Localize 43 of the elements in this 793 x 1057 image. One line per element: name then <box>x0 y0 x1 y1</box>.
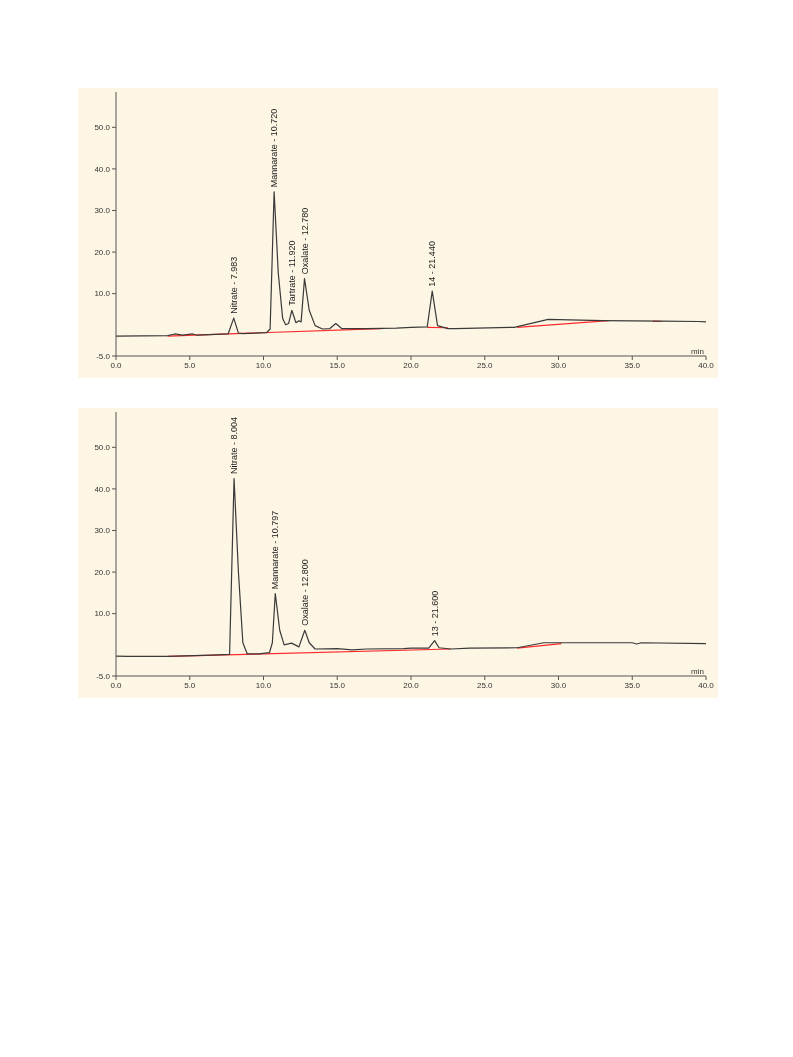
y-tick-label: 50.0 <box>94 123 111 133</box>
y-tick-label: 40.0 <box>94 484 111 494</box>
y-tick-label: -5.0 <box>96 351 111 361</box>
x-tick-label: 30.0 <box>550 360 567 370</box>
x-tick-label: 30.0 <box>550 680 567 690</box>
y-tick-label: 50.0 <box>94 443 111 453</box>
y-tick-label: 30.0 <box>94 206 111 216</box>
x-tick-label: 10.0 <box>255 680 272 690</box>
x-axis-title: min <box>691 667 704 676</box>
annotation: Nitrate - 7.983 <box>228 256 239 314</box>
annotation: Oxalate - 12.780 <box>299 207 310 275</box>
x-tick-label: 5.0 <box>184 680 196 690</box>
y-tick-label: 20.0 <box>94 247 111 257</box>
annotation: 14 - 21.440 <box>427 241 438 287</box>
y-tick-label: 10.0 <box>94 289 111 299</box>
x-tick-label: 15.0 <box>329 360 346 370</box>
x-tick-label: 15.0 <box>329 680 346 690</box>
x-tick-label: 5.0 <box>184 360 196 370</box>
x-tick-label: 40.0 <box>698 680 715 690</box>
x-axis-title: min <box>691 347 704 356</box>
line-series <box>116 191 706 337</box>
line-series <box>116 477 706 658</box>
x-tick-label: 20.0 <box>403 680 420 690</box>
x-tick-label: 10.0 <box>255 360 272 370</box>
x-tick-label: 40.0 <box>698 360 715 370</box>
y-tick-label: 30.0 <box>94 526 111 536</box>
x-tick-label: 25.0 <box>476 680 494 690</box>
annotation: Oxalate - 12.800 <box>299 559 310 626</box>
y-tick-label: 40.0 <box>94 164 111 174</box>
annotation: 13 - 21.600 <box>429 590 440 637</box>
annotation: Tartrate - 11.920 <box>286 240 297 306</box>
annotation: Mannarate - 10.797 <box>270 510 281 590</box>
y-tick-label: 10.0 <box>94 609 111 619</box>
x-tick-label: 35.0 <box>624 680 641 690</box>
x-tick-label: 0.0 <box>110 360 123 370</box>
x-tick-label: 0.0 <box>110 680 123 690</box>
y-tick-label: 20.0 <box>94 567 111 577</box>
x-tick-label: 25.0 <box>476 360 494 370</box>
annotation: Mannarate - 10.720 <box>269 108 280 188</box>
x-tick-label: 35.0 <box>624 360 641 370</box>
annotation: Nitrate - 8.004 <box>229 416 240 475</box>
y-tick-label: -5.0 <box>96 671 111 681</box>
x-tick-label: 20.0 <box>403 360 420 370</box>
